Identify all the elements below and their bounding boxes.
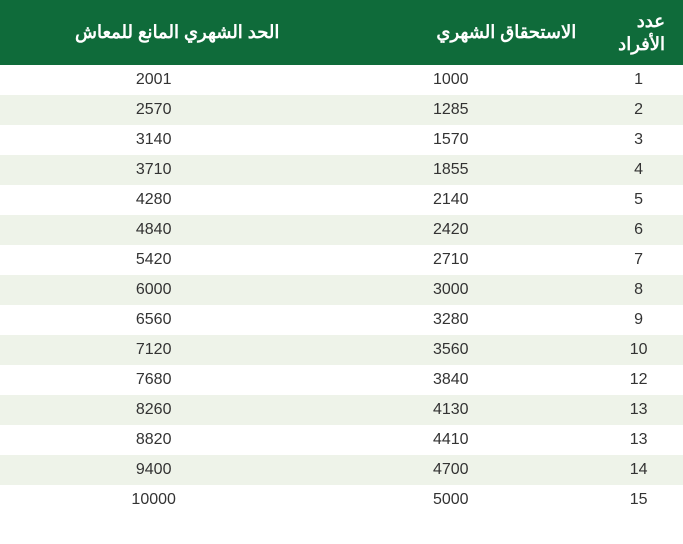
cell-limit: 7680 bbox=[0, 365, 307, 395]
cell-limit: 3710 bbox=[0, 155, 307, 185]
table-row: 15500010000 bbox=[0, 485, 683, 515]
cell-entitlement: 2710 bbox=[307, 245, 594, 275]
cell-entitlement: 3840 bbox=[307, 365, 594, 395]
pension-table-container: عددالأفراد الاستحقاق الشهري الحد الشهري … bbox=[0, 0, 683, 515]
cell-entitlement: 2140 bbox=[307, 185, 594, 215]
pension-table: عددالأفراد الاستحقاق الشهري الحد الشهري … bbox=[0, 0, 683, 515]
table-row: 727105420 bbox=[0, 245, 683, 275]
table-row: 315703140 bbox=[0, 125, 683, 155]
cell-count: 7 bbox=[594, 245, 683, 275]
cell-limit: 10000 bbox=[0, 485, 307, 515]
header-entitlement: الاستحقاق الشهري bbox=[307, 0, 594, 65]
cell-count: 10 bbox=[594, 335, 683, 365]
cell-count: 8 bbox=[594, 275, 683, 305]
header-limit: الحد الشهري المانع للمعاش bbox=[0, 0, 307, 65]
cell-count: 13 bbox=[594, 395, 683, 425]
cell-count: 6 bbox=[594, 215, 683, 245]
cell-count: 2 bbox=[594, 95, 683, 125]
cell-limit: 2001 bbox=[0, 65, 307, 95]
table-row: 212852570 bbox=[0, 95, 683, 125]
cell-entitlement: 5000 bbox=[307, 485, 594, 515]
cell-count: 5 bbox=[594, 185, 683, 215]
cell-limit: 2570 bbox=[0, 95, 307, 125]
table-row: 1238407680 bbox=[0, 365, 683, 395]
table-row: 418553710 bbox=[0, 155, 683, 185]
cell-limit: 6560 bbox=[0, 305, 307, 335]
cell-count: 1 bbox=[594, 65, 683, 95]
table-header: عددالأفراد الاستحقاق الشهري الحد الشهري … bbox=[0, 0, 683, 65]
cell-count: 15 bbox=[594, 485, 683, 515]
table-row: 1344108820 bbox=[0, 425, 683, 455]
header-row: عددالأفراد الاستحقاق الشهري الحد الشهري … bbox=[0, 0, 683, 65]
header-count: عددالأفراد bbox=[594, 0, 683, 65]
cell-entitlement: 4700 bbox=[307, 455, 594, 485]
cell-limit: 9400 bbox=[0, 455, 307, 485]
cell-limit: 4280 bbox=[0, 185, 307, 215]
table-row: 830006000 bbox=[0, 275, 683, 305]
cell-entitlement: 1000 bbox=[307, 65, 594, 95]
cell-entitlement: 1570 bbox=[307, 125, 594, 155]
cell-limit: 7120 bbox=[0, 335, 307, 365]
table-row: 521404280 bbox=[0, 185, 683, 215]
cell-entitlement: 4410 bbox=[307, 425, 594, 455]
table-row: 1035607120 bbox=[0, 335, 683, 365]
cell-limit: 3140 bbox=[0, 125, 307, 155]
cell-count: 3 bbox=[594, 125, 683, 155]
table-row: 110002001 bbox=[0, 65, 683, 95]
cell-entitlement: 2420 bbox=[307, 215, 594, 245]
cell-count: 14 bbox=[594, 455, 683, 485]
cell-limit: 4840 bbox=[0, 215, 307, 245]
table-row: 1447009400 bbox=[0, 455, 683, 485]
cell-entitlement: 1855 bbox=[307, 155, 594, 185]
cell-limit: 6000 bbox=[0, 275, 307, 305]
cell-count: 9 bbox=[594, 305, 683, 335]
table-row: 932806560 bbox=[0, 305, 683, 335]
cell-count: 13 bbox=[594, 425, 683, 455]
cell-entitlement: 1285 bbox=[307, 95, 594, 125]
cell-count: 4 bbox=[594, 155, 683, 185]
cell-entitlement: 3000 bbox=[307, 275, 594, 305]
cell-limit: 5420 bbox=[0, 245, 307, 275]
cell-limit: 8820 bbox=[0, 425, 307, 455]
table-row: 1341308260 bbox=[0, 395, 683, 425]
table-row: 624204840 bbox=[0, 215, 683, 245]
cell-count: 12 bbox=[594, 365, 683, 395]
cell-entitlement: 3560 bbox=[307, 335, 594, 365]
cell-entitlement: 4130 bbox=[307, 395, 594, 425]
table-body: 1100020012128525703157031404185537105214… bbox=[0, 65, 683, 515]
cell-entitlement: 3280 bbox=[307, 305, 594, 335]
cell-limit: 8260 bbox=[0, 395, 307, 425]
